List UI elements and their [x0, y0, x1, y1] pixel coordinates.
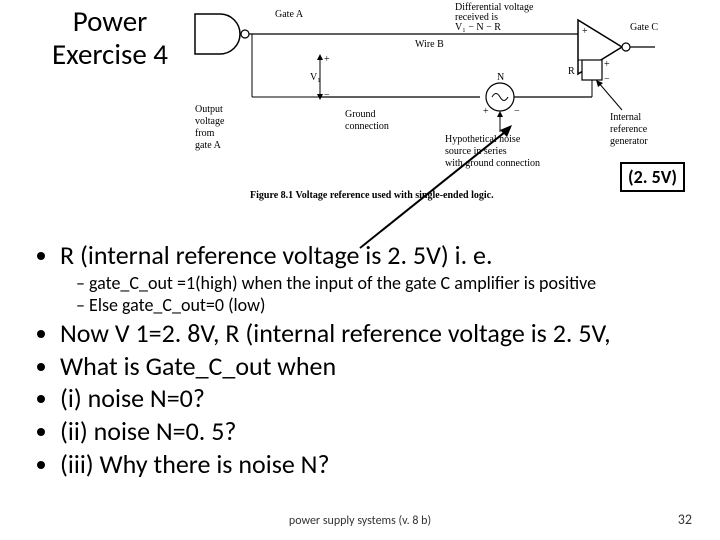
sub-bullet-2: Else gate_C_out=0 (low) [76, 295, 686, 316]
figure-caption: Figure 8.1 Voltage reference used with s… [250, 190, 494, 201]
label-hyp3: with ground connection [445, 158, 540, 169]
label-v1minus: − [324, 90, 330, 101]
label-wire-b: Wire B [415, 39, 444, 50]
label-nplus: + [483, 106, 489, 117]
footer-center: power supply systems (v. 8 b) [0, 514, 720, 528]
label-nminus: − [514, 106, 520, 117]
bullet-1: R (internal reference voltage is 2. 5V) … [60, 240, 686, 271]
label-out1: Output [195, 104, 223, 115]
label-hyp2: source in series [445, 146, 507, 157]
label-out2: voltage [195, 116, 225, 127]
label-gnd2: connection [345, 121, 389, 132]
sub-bullet-1: gate_C_out =1(high) when the input of th… [76, 273, 686, 294]
svg-text:+: + [582, 26, 588, 37]
label-n: N [497, 72, 504, 83]
label-v1plus: + [324, 54, 330, 65]
bullet-2: Now V 1=2. 8V, R (internal reference vol… [60, 318, 686, 349]
label-int3: generator [610, 136, 648, 147]
page-number: 32 [678, 511, 692, 528]
label-gnd1: Ground [345, 109, 376, 120]
label-hyp1: Hypothetical noise [445, 134, 521, 145]
body-text: R (internal reference voltage is 2. 5V) … [36, 240, 686, 481]
label-v1: V₁ [310, 72, 321, 83]
label-out4: gate A [195, 140, 222, 151]
label-int1: Internal [610, 112, 641, 123]
label-out3: from [195, 128, 215, 139]
label-rminus: − [604, 74, 610, 85]
bullet-4: (i) noise N=0? [60, 383, 686, 414]
slide-title: Power Exercise 4 [50, 5, 170, 72]
bullet-3: What is Gate_C_out when [60, 351, 686, 382]
bullet-5: (ii) noise N=0. 5? [60, 416, 686, 447]
bullet-6: (iii) Why there is noise N? [60, 449, 686, 480]
annotation-25v: (2. 5V) [620, 162, 685, 192]
slide: Power Exercise 4 Gate A Wire B Different… [0, 0, 720, 540]
label-rplus: + [604, 59, 610, 70]
label-r: R [568, 66, 575, 77]
label-gate-c: Gate C [630, 22, 658, 33]
label-diff3: V₁ − N − R [455, 22, 501, 33]
circuit-diagram: Gate A Wire B Differential voltage recei… [190, 2, 660, 202]
label-gate-a: Gate A [275, 9, 304, 20]
label-int2: reference [610, 124, 648, 135]
